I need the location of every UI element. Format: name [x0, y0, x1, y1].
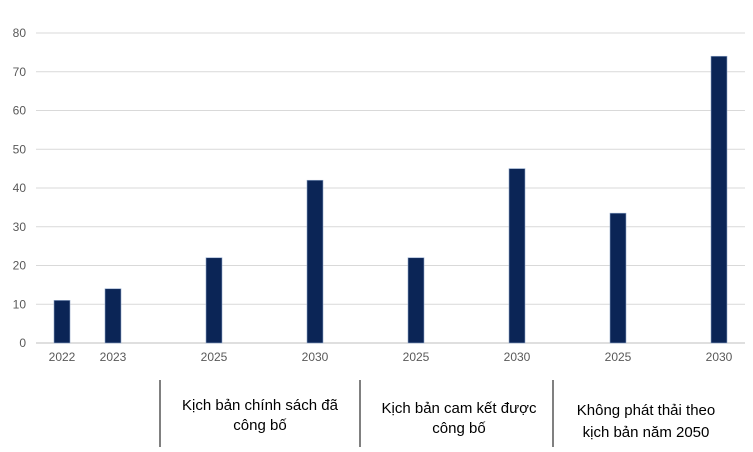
- y-tick-label: 70: [13, 65, 27, 79]
- y-tick-label: 60: [13, 104, 27, 118]
- y-tick-label: 50: [13, 142, 27, 156]
- gridlines: [36, 32, 745, 344]
- scenario-label: Không phát thải theo: [577, 402, 715, 419]
- bars: [53, 55, 728, 344]
- x-tick-label: 2025: [201, 350, 228, 364]
- y-tick-label: 80: [13, 26, 27, 40]
- bar: [53, 300, 71, 344]
- x-tick-label: 2025: [605, 350, 632, 364]
- scenario-label: Kịch bản cam kết được: [382, 400, 537, 417]
- scenario-label: công bố: [432, 420, 486, 437]
- bar: [407, 257, 425, 344]
- y-tick-label: 30: [13, 220, 27, 234]
- scenario-label: Kịch bản chính sách đã: [182, 397, 339, 414]
- bar: [306, 179, 324, 344]
- bar: [205, 257, 223, 344]
- bar: [104, 288, 122, 344]
- x-tick-label: 2030: [504, 350, 531, 364]
- y-tick-label: 10: [13, 297, 27, 311]
- x-axis-ticks: 2022 2023 2025 2030 2025 2030 2025 2030: [49, 350, 733, 364]
- scenario-groups: Kịch bản chính sách đã công bố Kịch bản ca…: [159, 380, 715, 447]
- y-tick-label: 20: [13, 259, 27, 273]
- y-tick-label: 0: [19, 336, 26, 350]
- x-tick-label: 2030: [706, 350, 733, 364]
- scenario-label: công bố: [233, 417, 287, 434]
- bar: [710, 55, 728, 344]
- scenario-label: kịch bản năm 2050: [583, 424, 710, 441]
- bar: [508, 168, 526, 344]
- x-tick-label: 2022: [49, 350, 76, 364]
- bar: [609, 212, 627, 344]
- x-tick-label: 2023: [100, 350, 127, 364]
- y-axis-ticks: 0 10 20 30 40 50 60 70 80: [13, 26, 27, 350]
- x-tick-label: 2025: [403, 350, 430, 364]
- x-tick-label: 2030: [302, 350, 329, 364]
- y-tick-label: 40: [13, 181, 27, 195]
